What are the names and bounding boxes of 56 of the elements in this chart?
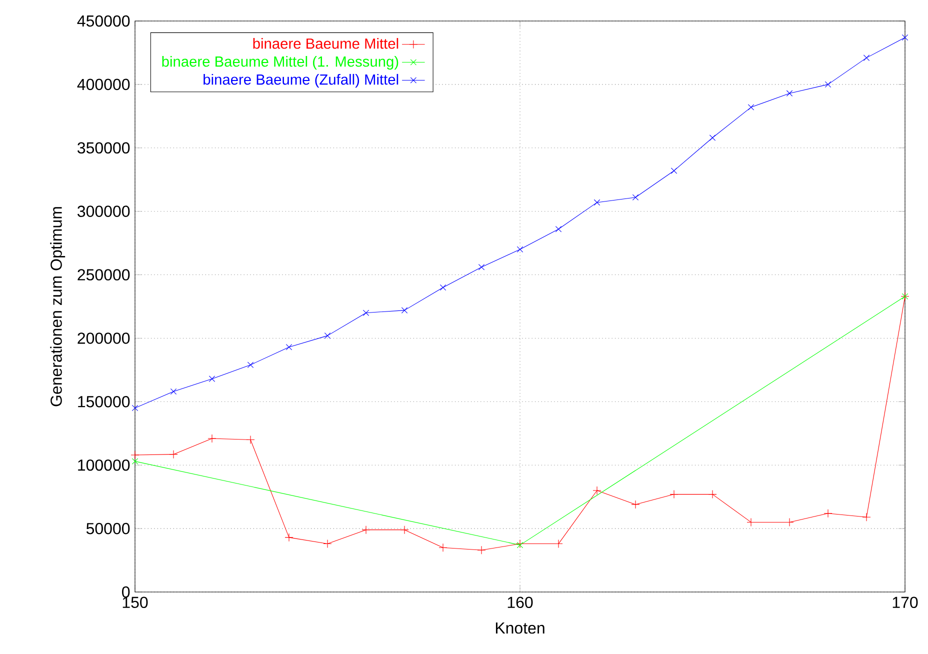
point — [863, 54, 870, 61]
point — [323, 540, 332, 548]
legend-label: binaere Baeume Mittel — [253, 38, 398, 49]
y-tick-label: 100000 — [78, 459, 130, 471]
y-tick-label: 50000 — [86, 522, 130, 534]
point — [284, 533, 294, 542]
point — [130, 450, 140, 460]
point — [670, 168, 678, 174]
x-tick-label: 150 — [122, 596, 148, 608]
point — [670, 490, 678, 499]
point — [632, 194, 639, 200]
point — [516, 246, 524, 252]
point — [132, 458, 138, 464]
point — [247, 362, 254, 368]
y-tick-label: 400000 — [77, 78, 130, 90]
point — [477, 546, 486, 554]
point — [362, 526, 370, 534]
y-tick-label: 150000 — [78, 396, 130, 408]
point — [169, 450, 178, 459]
point — [594, 199, 600, 206]
point — [400, 526, 409, 534]
y-tick-label: 450000 — [77, 15, 130, 27]
point — [902, 34, 908, 41]
y-tick-label: 250000 — [78, 269, 130, 280]
point — [208, 434, 216, 443]
point — [170, 388, 177, 395]
point — [709, 134, 716, 141]
point — [786, 90, 793, 96]
point — [401, 307, 408, 314]
point — [286, 344, 292, 350]
y-tick-label: 0 — [122, 586, 130, 598]
y-tick-label: 300000 — [78, 206, 130, 217]
point — [824, 81, 832, 88]
point — [748, 104, 754, 110]
point — [246, 435, 255, 444]
legend-label: binaere Baeume (Zufall) Mittel — [204, 74, 398, 88]
point — [440, 284, 446, 291]
point — [862, 512, 871, 522]
point — [324, 332, 331, 339]
point — [438, 543, 448, 552]
point — [478, 264, 485, 270]
point — [132, 404, 138, 412]
point — [592, 486, 602, 495]
x-tick-label: 160 — [508, 596, 533, 608]
x-tick-label: 170 — [892, 596, 918, 608]
y-axis-title: Generationen zum Optimum — [50, 207, 66, 406]
point — [555, 226, 562, 232]
x-axis-title: Knoten — [496, 622, 544, 634]
point — [708, 490, 717, 499]
point — [208, 376, 216, 382]
point — [631, 500, 640, 509]
legend-label: binaere Baeume Mittel (1. Messung) — [162, 56, 398, 70]
point — [362, 310, 370, 316]
point — [824, 509, 832, 518]
y-tick-label: 200000 — [78, 332, 130, 344]
y-tick-label: 350000 — [78, 142, 130, 154]
